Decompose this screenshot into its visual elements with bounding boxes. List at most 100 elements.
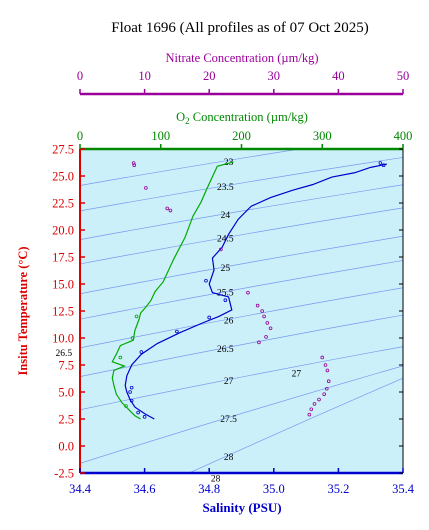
- density-contour-24: [80, 184, 403, 240]
- salinity-marker-7: [207, 315, 212, 320]
- y-tick-label-12: 27.5: [52, 143, 74, 157]
- chart-title: Float 1696 (All profiles as of 07 Oct 20…: [111, 20, 368, 36]
- density-contour-label-4: 25: [221, 264, 231, 274]
- y-tick-label-11: 25.0: [52, 170, 74, 184]
- nitrate-axis: Nitrate Concentration (µm/kg): [80, 51, 403, 96]
- o2-axis-label: O2 Concentration (µm/kg): [176, 110, 308, 126]
- nitrate-marker-3: [165, 206, 170, 211]
- series-layer: [111, 161, 387, 420]
- salinity-marker-6: [223, 298, 228, 303]
- density-contour-26: [80, 287, 403, 349]
- nitrate-axis-label: Nitrate Concentration (µm/kg): [166, 51, 319, 65]
- axis-ticks: 34.4 34.6 34.8 35.0 35.2 35.4 -2.5 0.0 2.5 5.0 7.5…: [52, 69, 415, 496]
- x-tick-label-3: 35.0: [263, 482, 285, 496]
- oxygen-marker-2: [118, 355, 123, 360]
- y-tick-label-7: 15.0: [52, 278, 74, 292]
- density-contour-27-5: [80, 365, 403, 464]
- salinity-marker-11: [381, 163, 386, 168]
- nitrate-tick-label-1: 10: [138, 69, 151, 83]
- salinity-marker-9: [139, 350, 144, 354]
- nitrate-marker-4: [168, 208, 173, 213]
- density-contour-label-2: 24: [221, 211, 231, 221]
- nitrate-tick-label-0: 0: [77, 69, 83, 83]
- oxygen-marker-3: [124, 404, 128, 408]
- nitrate-marker-5: [219, 247, 223, 252]
- x-tick-label-1: 34.6: [134, 482, 156, 496]
- salinity-marker-0: [142, 415, 147, 419]
- density-contour-26-5: [80, 314, 403, 377]
- salinity-marker-8: [175, 329, 179, 334]
- density-contour-27: [80, 346, 403, 411]
- density-contour-23: [80, 149, 302, 186]
- salinity-marker-4: [129, 385, 134, 390]
- nitrate-marker-20: [317, 397, 321, 402]
- nitrate-marker-14: [320, 355, 325, 360]
- nitrate-tick-label-3: 30: [268, 69, 281, 83]
- density-contour-28: [188, 377, 403, 473]
- nitrate-marker-10: [265, 321, 270, 325]
- x-axis-label: Salinity (PSU): [202, 500, 281, 515]
- density-contour-label-5: 25.5: [217, 289, 234, 299]
- y-tick-label-5: 10.0: [52, 332, 74, 346]
- nitrate-marker-9: [262, 314, 266, 319]
- density-contour-label-6: 26: [224, 317, 234, 327]
- density-contour-label-1: 23.5: [217, 183, 234, 193]
- nitrate-marker-12: [264, 335, 268, 339]
- nitrate-marker-1: [132, 163, 137, 168]
- salinity-marker-1: [136, 410, 140, 415]
- nitrate-marker-15: [323, 363, 328, 367]
- oxygen-marker-0: [134, 314, 139, 319]
- oxygen-profile-line: [111, 161, 234, 420]
- density-contour-24-5: [80, 207, 403, 265]
- y-tick-label-3: 5.0: [58, 386, 74, 400]
- nitrate-marker-16: [325, 368, 330, 373]
- density-contour-23-5: [80, 157, 403, 212]
- density-contour-label-11: 27.5: [220, 415, 237, 425]
- salinity-marker-10: [378, 161, 383, 165]
- x-tick-label-0: 34.4: [69, 482, 92, 496]
- nitrate-marker-17: [326, 379, 331, 384]
- salinity-profile-line: [124, 163, 387, 420]
- oxygen-marker-1: [130, 336, 135, 340]
- plot-area: [80, 149, 403, 473]
- nitrate-marker-22: [309, 407, 314, 412]
- density-contour-25-5: [80, 260, 403, 320]
- nitrate-marker-8: [260, 309, 264, 313]
- nitrate-tick-label-2: 20: [203, 69, 216, 83]
- y-tick-label-8: 17.5: [52, 251, 74, 265]
- y-tick-label-1: 0.0: [58, 440, 74, 454]
- nitrate-marker-7: [255, 303, 260, 308]
- nitrate-marker-21: [312, 402, 317, 406]
- density-contour-label-13: 28: [211, 474, 221, 484]
- o2-axis-label-pre: O: [176, 110, 185, 124]
- density-contour-label-10: 27: [292, 370, 302, 380]
- y-tick-label-6: 12.5: [52, 305, 74, 319]
- y-tick-label-9: 20.0: [52, 224, 74, 238]
- nitrate-marker-23: [307, 412, 312, 417]
- x-tick-label-5: 35.4: [392, 482, 415, 496]
- o2-tick-label-3: 300: [313, 129, 332, 143]
- o2-tick-label-2: 200: [232, 129, 251, 143]
- y-tick-label-10: 22.5: [52, 197, 74, 211]
- y-tick-label-4: 7.5: [58, 359, 74, 373]
- nitrate-tick-label-5: 50: [397, 69, 410, 83]
- salinity-marker-2: [129, 398, 134, 403]
- salinity-marker-5: [204, 278, 208, 283]
- density-contour-label-7: 26.5: [56, 349, 73, 359]
- nitrate-marker-13: [257, 340, 261, 345]
- y-tick-label-0: -2.5: [54, 467, 74, 481]
- nitrate-marker-2: [144, 186, 148, 190]
- density-contour-label-8: 26.5: [217, 345, 234, 355]
- nitrate-marker-0: [131, 161, 136, 165]
- density-contours: [80, 149, 403, 473]
- y-tick-label-2: 2.5: [58, 413, 74, 427]
- density-contour-25: [80, 235, 403, 295]
- nitrate-marker-11: [268, 326, 273, 331]
- o2-axis: O2 Concentration (µm/kg): [176, 110, 308, 126]
- density-contour-label-12: 28: [224, 453, 234, 463]
- o2-tick-label-4: 400: [394, 129, 413, 143]
- y-axis-label: Insitu Temperature (°C): [16, 246, 30, 375]
- salinity-marker-3: [128, 390, 132, 394]
- density-contour-label-9: 27: [224, 377, 234, 387]
